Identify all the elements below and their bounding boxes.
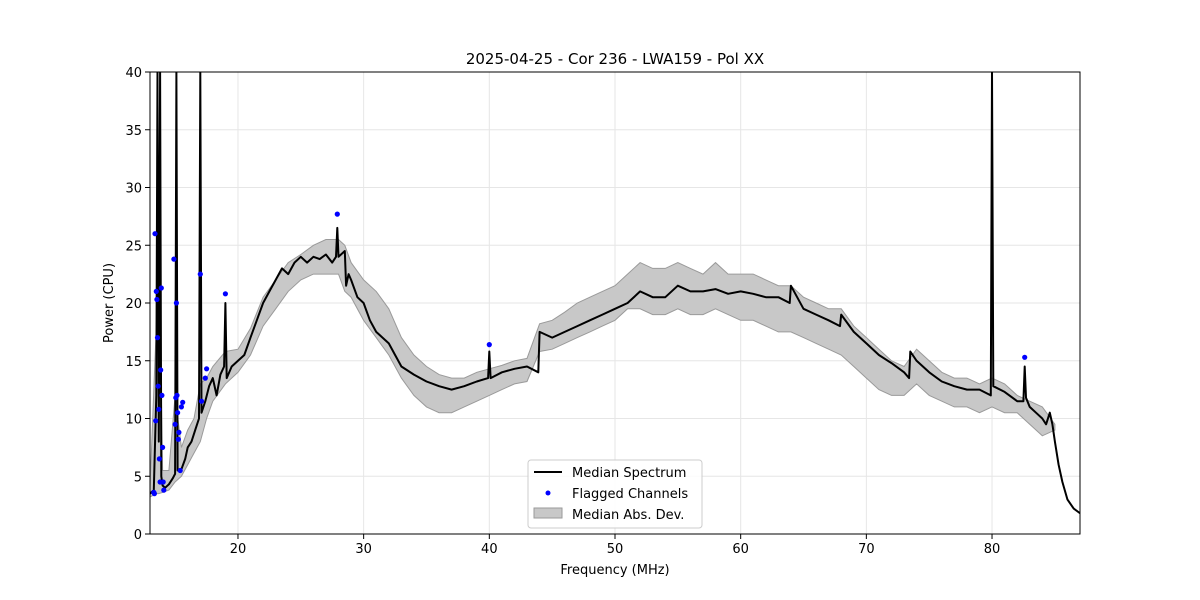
flagged-channel-point <box>156 456 162 462</box>
flagged-channel-point <box>175 410 181 416</box>
legend-label-median: Median Spectrum <box>572 466 686 481</box>
flagged-channel-point <box>204 366 210 372</box>
legend-label-mad: Median Abs. Dev. <box>572 508 684 523</box>
x-tick-label: 50 <box>607 542 624 557</box>
flagged-channel-point <box>153 418 159 424</box>
flagged-channel-point <box>160 479 166 485</box>
legend-box <box>527 459 703 529</box>
flagged-channel-point <box>153 288 159 294</box>
flagged-channel-point <box>197 271 203 277</box>
flagged-channel-point <box>161 487 167 493</box>
y-tick-label: 0 <box>134 528 142 543</box>
median-abs-dev-band <box>150 239 1056 498</box>
x-tick-label: 80 <box>984 542 1001 557</box>
y-axis-label: Power (CPU) <box>102 263 117 343</box>
y-tick-label: 25 <box>125 239 142 254</box>
legend-marker-swatch <box>545 490 551 496</box>
y-tick-label: 20 <box>125 297 142 312</box>
y-tick-label: 10 <box>125 413 142 428</box>
flagged-channel-point <box>158 285 164 291</box>
x-axis-ticks: 20 30 40 50 60 70 80 <box>230 534 1001 557</box>
plot-area <box>150 72 1080 515</box>
y-tick-label: 40 <box>125 66 142 81</box>
flagged-channels <box>151 211 1028 497</box>
x-tick-label: 40 <box>481 542 498 557</box>
flagged-channel-point <box>156 406 162 412</box>
flagged-channel-point <box>160 444 166 450</box>
flagged-channel-point <box>171 256 177 262</box>
flagged-channel-point <box>178 404 184 410</box>
flagged-channel-point <box>486 342 492 348</box>
flagged-channel-point <box>222 291 228 297</box>
y-tick-label: 35 <box>125 124 142 139</box>
flagged-channel-point <box>1022 354 1028 360</box>
chart-title: 2025-04-25 - Cor 236 - LWA159 - Pol XX <box>466 50 764 68</box>
x-tick-label: 20 <box>230 542 247 557</box>
flagged-channel-point <box>151 491 157 497</box>
x-tick-label: 30 <box>355 542 372 557</box>
flagged-channel-point <box>174 392 180 398</box>
flagged-channel-point <box>172 421 178 427</box>
x-axis-label: Frequency (MHz) <box>560 563 669 578</box>
flagged-channel-point <box>177 467 183 474</box>
legend-label-flagged: Flagged Channels <box>572 487 688 502</box>
flagged-channel-point <box>180 399 186 405</box>
x-tick-label: 60 <box>732 542 749 557</box>
flagged-channel-point <box>159 392 165 398</box>
flagged-channel-point <box>173 300 179 306</box>
y-tick-label: 5 <box>134 470 142 485</box>
x-tick-label: 70 <box>858 542 875 557</box>
flagged-channel-point <box>175 436 181 442</box>
flagged-channel-point <box>154 296 160 303</box>
flagged-channel-point <box>154 335 161 341</box>
flagged-channel-point <box>176 429 182 435</box>
flagged-channel-point <box>334 211 340 217</box>
median-spectrum-line <box>150 72 1080 515</box>
legend: Median Spectrum Flagged Channels Median … <box>527 459 703 529</box>
flagged-channel-point <box>202 375 208 381</box>
flagged-channel-point <box>152 231 158 237</box>
y-axis-ticks: 0 5 10 15 20 25 30 35 40 <box>125 66 150 543</box>
y-tick-label: 30 <box>125 182 142 197</box>
y-tick-label: 15 <box>125 355 142 370</box>
legend-patch-swatch <box>533 507 563 519</box>
flagged-channel-point <box>158 367 164 373</box>
flagged-channel-point <box>155 383 161 389</box>
flagged-channel-point <box>198 398 205 404</box>
